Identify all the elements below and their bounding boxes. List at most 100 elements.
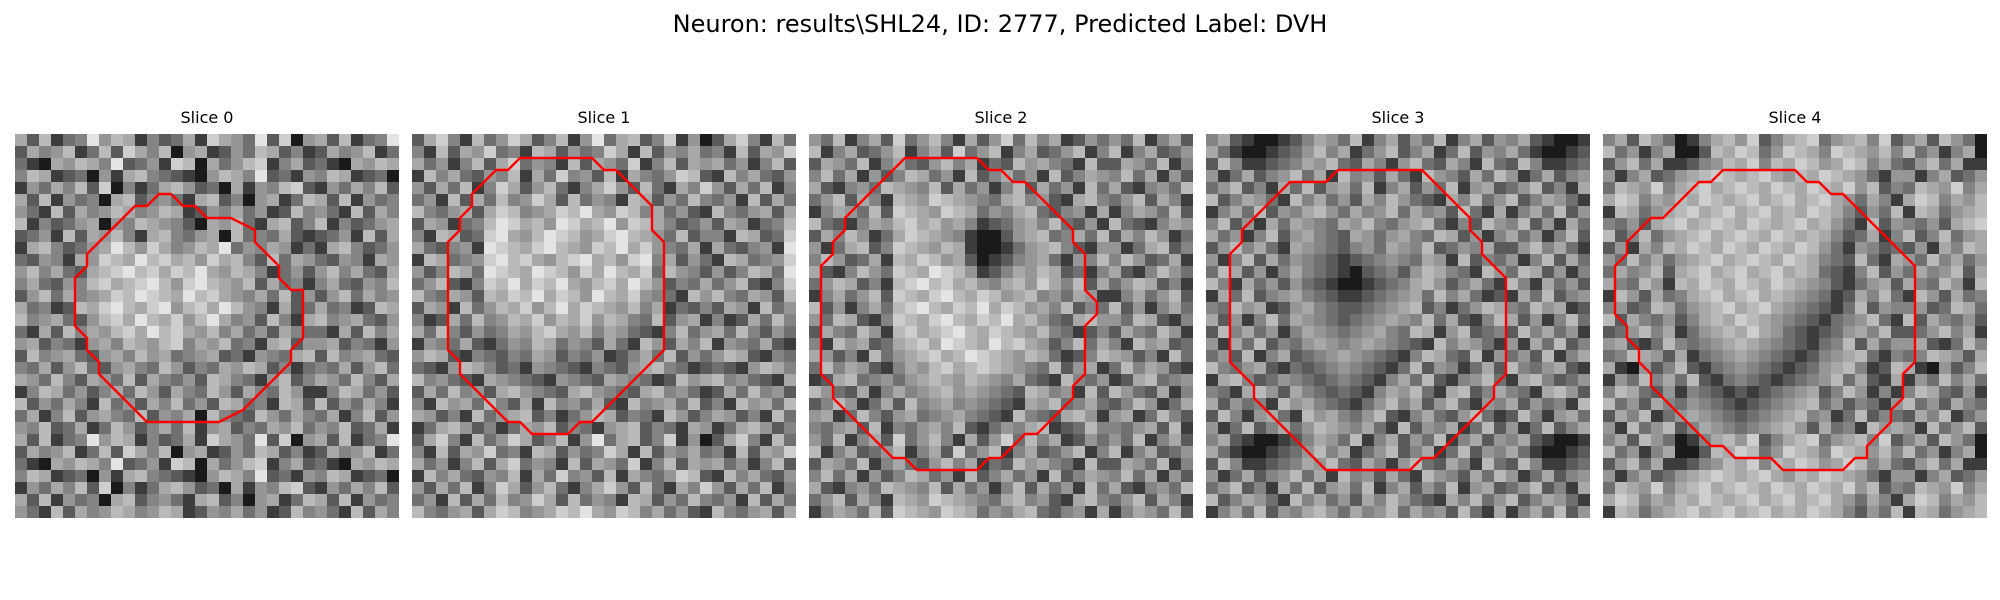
slice-pixel bbox=[1470, 254, 1482, 266]
slice-pixel bbox=[833, 434, 845, 446]
slice-pixel bbox=[315, 338, 327, 350]
slice-pixel bbox=[1290, 338, 1302, 350]
slice-pixel bbox=[604, 314, 616, 326]
slice-pixel bbox=[123, 266, 135, 278]
slice-pixel bbox=[99, 410, 111, 422]
slice-pixel bbox=[1218, 158, 1230, 170]
slice-pixel bbox=[1266, 290, 1278, 302]
slice-pixel bbox=[1963, 422, 1975, 434]
slice-pixel bbox=[327, 146, 339, 158]
slice-pixel bbox=[556, 302, 568, 314]
slice-pixel bbox=[1482, 374, 1494, 386]
slice-pixel bbox=[664, 266, 676, 278]
slice-pixel bbox=[809, 410, 821, 422]
slice-pixel bbox=[219, 242, 231, 254]
slice-pixel bbox=[760, 254, 772, 266]
slice-pixel bbox=[1554, 506, 1566, 518]
slice-pixel bbox=[1711, 254, 1723, 266]
slice-pixel bbox=[784, 338, 796, 350]
slice-pixel bbox=[712, 158, 724, 170]
slice-pixel bbox=[616, 254, 628, 266]
slice-pixel bbox=[1097, 422, 1109, 434]
slice-pixel bbox=[1783, 314, 1795, 326]
slice-pixel bbox=[929, 482, 941, 494]
slice-pixel bbox=[941, 290, 953, 302]
slice-pixel bbox=[784, 206, 796, 218]
slice-pixel bbox=[1206, 302, 1218, 314]
slice-pixel bbox=[568, 230, 580, 242]
slice-pixel bbox=[183, 470, 195, 482]
slice-pixel bbox=[1639, 146, 1651, 158]
slice-pixel bbox=[712, 398, 724, 410]
slice-pixel bbox=[1771, 218, 1783, 230]
slice-pixel bbox=[736, 410, 748, 422]
slice-pixel bbox=[1133, 242, 1145, 254]
slice-pixel bbox=[363, 374, 375, 386]
slice-pixel bbox=[1639, 422, 1651, 434]
slice-pixel bbox=[1470, 362, 1482, 374]
slice-pixel bbox=[1603, 230, 1615, 242]
slice-pixel bbox=[1867, 398, 1879, 410]
slice-pixel bbox=[1687, 242, 1699, 254]
slice-pixel bbox=[291, 158, 303, 170]
slice-pixel bbox=[1278, 386, 1290, 398]
slice-pixel bbox=[784, 350, 796, 362]
slice-pixel bbox=[1097, 254, 1109, 266]
slice-pixel bbox=[1771, 314, 1783, 326]
slice-pixel bbox=[351, 470, 363, 482]
slice-pixel bbox=[1759, 206, 1771, 218]
slice-pixel bbox=[760, 206, 772, 218]
slice-pixel bbox=[1795, 362, 1807, 374]
slice-pixel bbox=[1109, 482, 1121, 494]
slice-pixel bbox=[748, 374, 760, 386]
slice-pixel bbox=[1121, 290, 1133, 302]
slice-pixel bbox=[267, 218, 279, 230]
slice-pixel bbox=[532, 218, 544, 230]
slice-pixel bbox=[1482, 266, 1494, 278]
slice-pixel bbox=[809, 422, 821, 434]
slice-pixel bbox=[1446, 422, 1458, 434]
slice-pixel bbox=[1927, 326, 1939, 338]
slice-pixel bbox=[1218, 362, 1230, 374]
slice-pixel bbox=[1518, 458, 1530, 470]
slice-pixel bbox=[387, 206, 399, 218]
slice-pixel bbox=[496, 242, 508, 254]
slice-pixel bbox=[905, 278, 917, 290]
slice-pixel bbox=[881, 254, 893, 266]
slice-pixel bbox=[51, 314, 63, 326]
slice-pixel bbox=[472, 446, 484, 458]
slice-pixel bbox=[1951, 410, 1963, 422]
slice-pixel bbox=[893, 494, 905, 506]
slice-pixel bbox=[1326, 506, 1338, 518]
slice-pixel bbox=[1783, 170, 1795, 182]
slice-pixel bbox=[845, 386, 857, 398]
slice-pixel bbox=[1891, 374, 1903, 386]
slice-pixel bbox=[845, 254, 857, 266]
slice-pixel bbox=[496, 482, 508, 494]
slice-pixel bbox=[1675, 446, 1687, 458]
slice-pixel bbox=[424, 410, 436, 422]
slice-pixel bbox=[1422, 206, 1434, 218]
slice-pixel bbox=[15, 410, 27, 422]
slice-pixel bbox=[857, 302, 869, 314]
slice-pixel bbox=[27, 374, 39, 386]
slice-pixel bbox=[784, 314, 796, 326]
slice-pixel bbox=[496, 326, 508, 338]
slice-pixel bbox=[784, 386, 796, 398]
slice-pixel bbox=[1025, 398, 1037, 410]
slice-pixel bbox=[111, 266, 123, 278]
slice-pixel bbox=[1230, 470, 1242, 482]
slice-pixel bbox=[375, 302, 387, 314]
slice-pixel bbox=[387, 314, 399, 326]
slice-pixel bbox=[147, 410, 159, 422]
slice-pixel bbox=[1675, 242, 1687, 254]
slice-pixel bbox=[1855, 350, 1867, 362]
slice-pixel bbox=[1639, 434, 1651, 446]
slice-pixel bbox=[1482, 506, 1494, 518]
slice-pixel-grid bbox=[412, 134, 796, 518]
slice-pixel bbox=[496, 230, 508, 242]
slice-pixel bbox=[1133, 266, 1145, 278]
slice-pixel bbox=[917, 434, 929, 446]
slice-pixel bbox=[700, 182, 712, 194]
slice-pixel bbox=[375, 410, 387, 422]
